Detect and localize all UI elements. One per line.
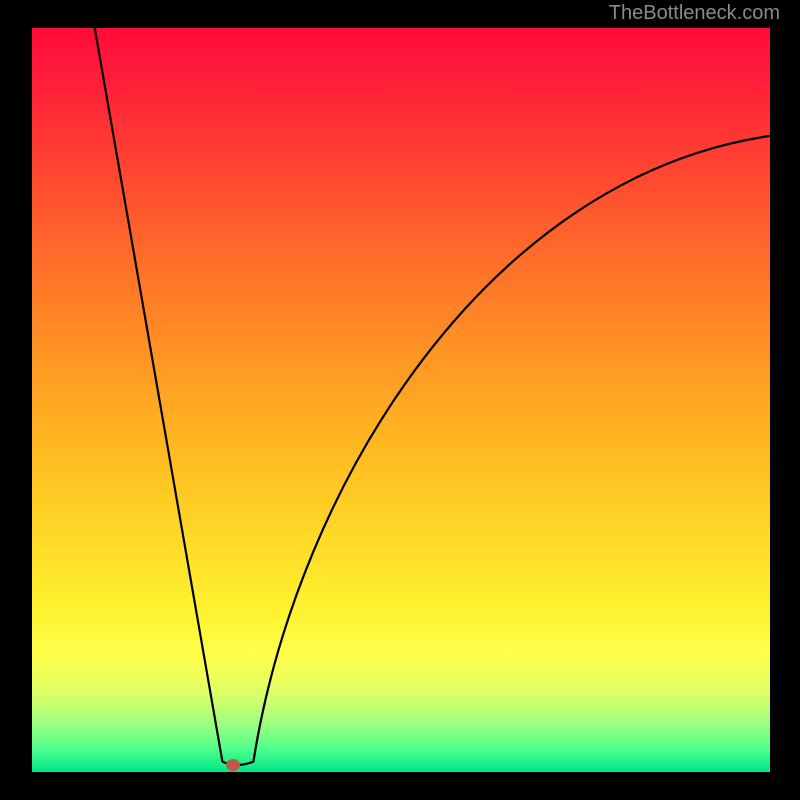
- minimum-marker: [226, 759, 240, 771]
- plot-area: [32, 28, 770, 772]
- attribution-text: TheBottleneck.com: [609, 2, 780, 25]
- bottleneck-curve: [32, 28, 770, 772]
